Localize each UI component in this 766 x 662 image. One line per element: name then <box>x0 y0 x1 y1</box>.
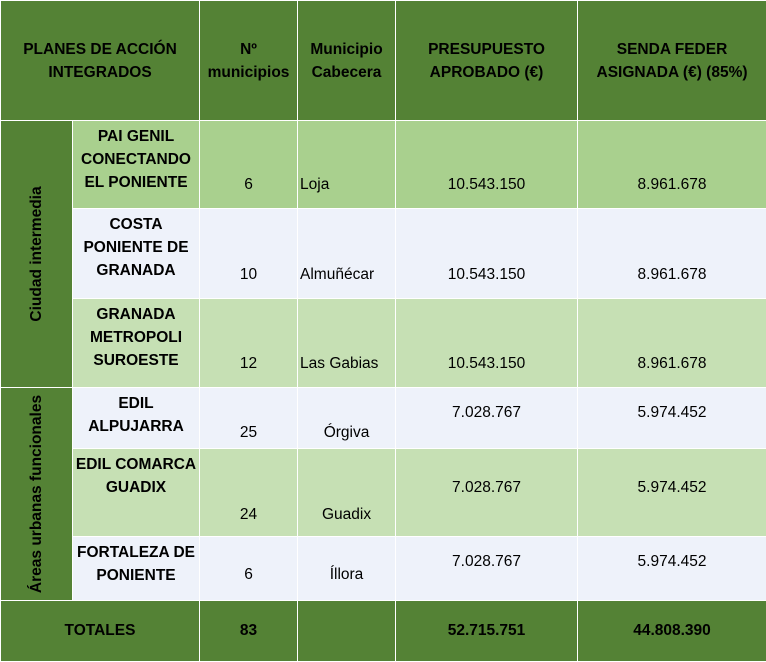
presupuesto-value: 7.028.767 <box>396 449 578 537</box>
plan-name: COSTA PONIENTE DE GRANADA <box>73 209 200 299</box>
cabecera-name: Guadix <box>298 449 396 537</box>
municipios-count: 6 <box>200 121 298 209</box>
presupuesto-value: 10.543.150 <box>396 121 578 209</box>
cabecera-name: Loja <box>298 121 396 209</box>
cabecera-name: Almuñécar <box>298 209 396 299</box>
totals-senda: 44.808.390 <box>578 601 766 662</box>
municipios-count: 6 <box>200 537 298 601</box>
totals-municipios: 83 <box>200 601 298 662</box>
header-municipios: Nº municipios <box>200 1 298 121</box>
header-cabecera: Municipio Cabecera <box>298 1 396 121</box>
senda-value: 8.961.678 <box>578 121 766 209</box>
table-row: Ciudad intermedia PAI GENIL CONECTANDO E… <box>1 121 766 209</box>
plan-name: EDIL COMARCA GUADIX <box>73 449 200 537</box>
municipios-count: 12 <box>200 299 298 388</box>
header-row: PLANES DE ACCIÓN INTEGRADOS Nº municipio… <box>1 1 766 121</box>
table-row: EDIL COMARCA GUADIX 24 Guadix 7.028.767 … <box>1 449 766 537</box>
group-label: Áreas urbanas funcionales <box>27 394 47 594</box>
cabecera-name: Órgiva <box>298 388 396 449</box>
header-plan: PLANES DE ACCIÓN INTEGRADOS <box>1 1 200 121</box>
senda-value: 5.974.452 <box>578 388 766 449</box>
totals-label: TOTALES <box>1 601 200 662</box>
totals-presupuesto: 52.715.751 <box>396 601 578 662</box>
table-row: Áreas urbanas funcionales EDIL ALPUJARRA… <box>1 388 766 449</box>
group-label: Ciudad intermedia <box>27 134 47 374</box>
presupuesto-value: 10.543.150 <box>396 209 578 299</box>
header-senda: SENDA FEDER ASIGNADA (€) (85%) <box>578 1 766 121</box>
senda-value: 5.974.452 <box>578 537 766 601</box>
municipios-count: 10 <box>200 209 298 299</box>
cabecera-name: Íllora <box>298 537 396 601</box>
table-row: GRANADA METROPOLI SUROESTE 12 Las Gabias… <box>1 299 766 388</box>
senda-value: 8.961.678 <box>578 209 766 299</box>
senda-value: 8.961.678 <box>578 299 766 388</box>
header-presupuesto: PRESUPUESTO APROBADO (€) <box>396 1 578 121</box>
municipios-count: 25 <box>200 388 298 449</box>
totals-row: TOTALES 83 52.715.751 44.808.390 <box>1 601 766 662</box>
municipios-count: 24 <box>200 449 298 537</box>
presupuesto-value: 7.028.767 <box>396 388 578 449</box>
presupuesto-value: 10.543.150 <box>396 299 578 388</box>
senda-value: 5.974.452 <box>578 449 766 537</box>
group-label-cell: Áreas urbanas funcionales <box>1 388 73 601</box>
plan-name: EDIL ALPUJARRA <box>73 388 200 449</box>
plan-name: FORTALEZA DE PONIENTE <box>73 537 200 601</box>
totals-cabecera-empty <box>298 601 396 662</box>
plan-name: PAI GENIL CONECTANDO EL PONIENTE <box>73 121 200 209</box>
table-row: COSTA PONIENTE DE GRANADA 10 Almuñécar 1… <box>1 209 766 299</box>
plan-name: GRANADA METROPOLI SUROESTE <box>73 299 200 388</box>
table-row: FORTALEZA DE PONIENTE 6 Íllora 7.028.767… <box>1 537 766 601</box>
cabecera-name: Las Gabias <box>298 299 396 388</box>
presupuesto-value: 7.028.767 <box>396 537 578 601</box>
group-label-cell: Ciudad intermedia <box>1 121 73 388</box>
